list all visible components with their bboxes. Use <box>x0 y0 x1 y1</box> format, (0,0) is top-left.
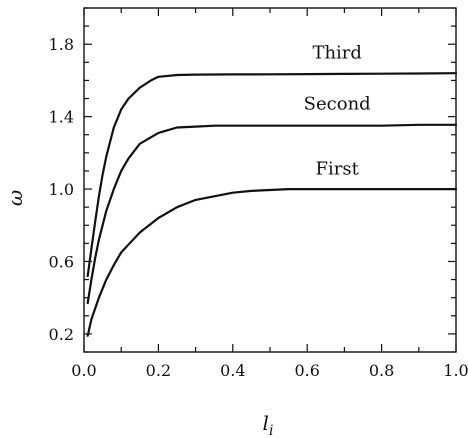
y-tick-label: 0.6 <box>49 252 74 271</box>
x-tick-label: 0.0 <box>71 361 96 380</box>
series-lines <box>86 72 458 337</box>
plot-area <box>83 7 457 353</box>
series-line-second <box>86 123 458 305</box>
series-label-second: Second <box>304 93 371 114</box>
series-label-first: First <box>316 159 360 180</box>
x-tick-label: 1.0 <box>443 361 468 380</box>
y-tick-label: 0.2 <box>49 325 74 344</box>
x-tick-label: 0.6 <box>294 361 319 380</box>
x-tick-label: 0.8 <box>369 361 394 380</box>
x-tick-label: 0.2 <box>146 361 171 380</box>
plot-frame <box>83 7 457 353</box>
y-tick-label: 1.4 <box>49 108 74 127</box>
series-line-first <box>86 188 458 337</box>
y-tick-label: 1.8 <box>49 35 74 54</box>
series-label-third: Third <box>312 43 361 64</box>
x-axis: 0.0 0.2 0.4 0.6 0.8 1.0 <box>71 8 468 380</box>
series-labels: First Second Third <box>304 43 371 180</box>
y-tick-label: 1.0 <box>49 180 74 199</box>
series-line-third <box>86 72 458 278</box>
x-axis-label: li <box>263 411 274 438</box>
y-axis: 0.2 0.6 1.0 1.4 1.8 <box>49 7 456 353</box>
x-tick-label: 0.4 <box>220 361 245 380</box>
y-axis-label: ω <box>3 190 27 206</box>
